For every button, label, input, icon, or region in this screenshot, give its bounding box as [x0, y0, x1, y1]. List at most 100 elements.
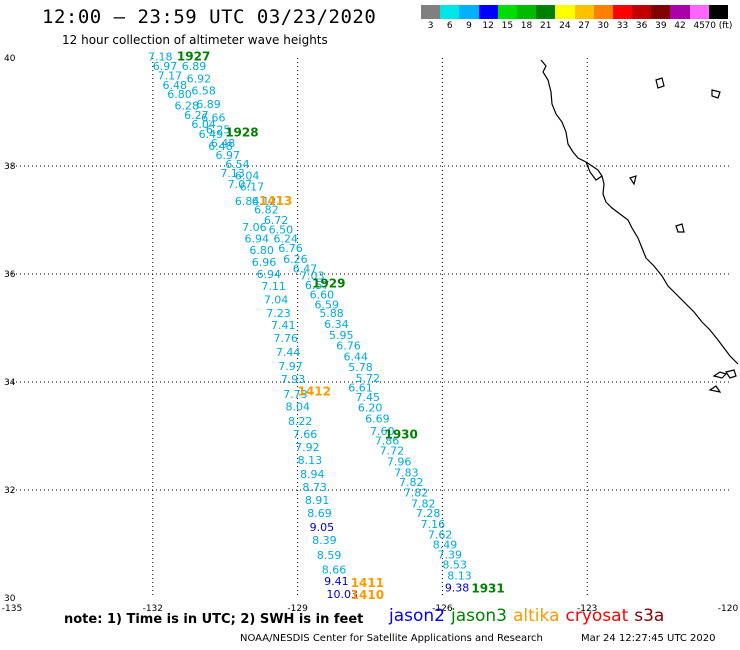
swh-value: 6.48: [211, 137, 236, 150]
swh-value: 6.92: [187, 72, 212, 85]
color-scale-boxes: [421, 5, 728, 19]
swh-value: 6.76: [336, 340, 361, 353]
legend-s3a: s3a: [634, 606, 665, 626]
swh-value: 6.12: [252, 195, 277, 208]
lake-1: [655, 77, 665, 89]
swh-value: 6.66: [201, 112, 226, 125]
swh-value: 6.28: [175, 99, 200, 112]
color-scale-label: 6: [446, 21, 453, 31]
swh-value: 7.13: [220, 167, 245, 180]
swh-value: 6.97: [153, 60, 178, 73]
color-scale-box: [612, 5, 633, 19]
swh-value: 6.94: [245, 233, 269, 246]
swh-value: 6.80: [249, 244, 273, 257]
swh-value: 6.61: [348, 382, 373, 395]
swh-value: 6.76: [278, 242, 303, 255]
swh-value: 6.89: [196, 98, 221, 111]
swh-value: 9.05: [310, 521, 335, 534]
swh-value: 7.41: [271, 319, 296, 332]
swh-value: 8.13: [298, 454, 323, 467]
swh-value: 6.59: [314, 299, 339, 312]
swh-value: 6.96: [252, 256, 277, 269]
swh-value: 8.22: [288, 415, 313, 428]
lon-tick-label: -123: [577, 604, 597, 614]
swh-value: 8.91: [305, 494, 330, 507]
swh-value: 6.57: [305, 279, 330, 292]
lat-lon-grid: [8, 58, 732, 598]
swh-value: 7.28: [416, 507, 441, 520]
legend-jason2: jason2: [389, 606, 445, 626]
pass-number-label: 1927: [177, 50, 210, 64]
color-scale-box: [574, 5, 594, 19]
swh-value: 6.20: [358, 402, 383, 415]
swh-value: 6.47: [293, 262, 318, 275]
pass-number-label: 1930: [384, 428, 417, 442]
swh-value: 7.11: [261, 280, 286, 293]
swh-value: 7.60: [370, 425, 395, 438]
coastline-path: [540, 59, 739, 365]
color-scale-box: [536, 5, 556, 19]
pass-number-label: 1410: [351, 588, 384, 602]
units-note: note: 1) Time is in UTC; 2) SWH is in fe…: [64, 612, 364, 627]
legend-jason3: jason3: [451, 606, 507, 626]
swh-value: 7.66: [293, 428, 318, 441]
island-3: [725, 369, 737, 379]
swh-value: 6.44: [343, 350, 368, 363]
color-scale-box: [670, 5, 690, 19]
color-scale-label: 3: [427, 21, 434, 31]
color-scale-box: [516, 5, 537, 19]
color-scale-label: 45: [693, 21, 705, 31]
color-scale-label: 39: [655, 21, 667, 31]
swh-value: 6.49: [199, 128, 224, 141]
legend-cryosat: cryosat: [565, 606, 629, 626]
color-scale-box: [689, 5, 709, 19]
color-scale-box: [555, 5, 575, 19]
swh-value: 7.44: [276, 346, 301, 359]
swh-value: 9.41: [324, 575, 349, 588]
color-scale-label: 21: [539, 21, 552, 31]
swh-value: 6.97: [216, 149, 241, 162]
lake-2: [711, 89, 721, 99]
satellite-legend: jason2 jason3 altika cryosat s3a: [389, 606, 670, 626]
swh-value: 7.93: [281, 373, 306, 386]
swh-value: 6.17: [240, 180, 265, 193]
color-scale-box: [421, 5, 441, 19]
swh-value: 7.04: [264, 294, 289, 307]
swh-value: 6.54: [225, 158, 250, 171]
swh-value: 8.04: [286, 401, 311, 414]
swh-value: 5.72: [356, 372, 381, 385]
lat-tick-label: 40: [4, 54, 16, 64]
color-scale-label: 36: [635, 21, 648, 31]
lat-tick-label: 38: [4, 162, 16, 172]
swh-value: 7.82: [404, 486, 429, 499]
pass-number-label: 1929: [312, 277, 345, 291]
swh-value: 7.82: [399, 476, 424, 489]
swh-value: 7.17: [158, 70, 183, 83]
lon-tick-label: -120: [718, 604, 739, 614]
swh-value: 8.59: [317, 549, 342, 562]
swh-value: 7.92: [295, 441, 320, 454]
swh-value: 8.73: [302, 481, 327, 494]
color-scale-label: 15: [501, 21, 514, 31]
swh-value: 7.62: [428, 529, 453, 542]
generated-time: Mar 24 12:27:45 UTC 2020: [581, 633, 716, 644]
lon-tick-label: -126: [432, 604, 453, 614]
swh-value: 6.48: [208, 140, 233, 153]
lon-tick-label: -129: [287, 604, 308, 614]
color-scale: 3 6 9 12 15 18 21 24 27 30 33 36 39 42 45 70 (ft): [421, 5, 732, 33]
lake-3: [629, 175, 637, 186]
swh-value: 6.80: [167, 88, 192, 101]
swh-value: 6.27: [184, 109, 209, 122]
swh-value: 7.16: [421, 518, 446, 531]
color-scale-label: 9: [466, 21, 472, 31]
swh-value: 7.83: [394, 467, 419, 480]
color-scale-box: [708, 5, 728, 19]
swh-value: 6.58: [191, 85, 216, 98]
lat-tick-label: 36: [4, 270, 16, 280]
swh-value: 7.96: [387, 456, 412, 469]
swh-value: 6.25: [206, 124, 231, 137]
swh-value: 8.49: [433, 538, 458, 551]
swh-value: 7.03: [300, 269, 325, 282]
swh-value: 6.72: [264, 214, 289, 227]
